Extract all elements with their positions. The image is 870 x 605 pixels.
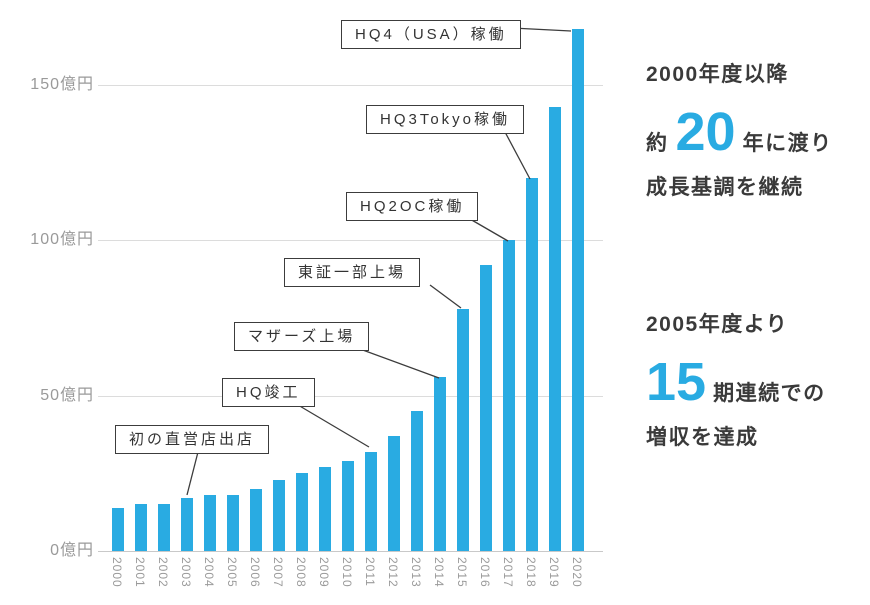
bar-2010 <box>342 460 354 551</box>
big-number-15: 15 <box>646 352 707 412</box>
bar-2000 <box>112 507 124 551</box>
big-line-suffix: 期連続での <box>713 382 826 405</box>
bar-2007 <box>273 479 285 551</box>
summary-block-growth: 2000年度以降 約 20 年に渡り 成長基調を継続 <box>646 62 833 201</box>
gridline-100 <box>98 240 603 242</box>
summary-line: 2005年度より <box>646 313 789 336</box>
summary-block-revenue: 2005年度より 15 期連続での 増収を達成 <box>646 312 826 451</box>
gridline-0 <box>98 551 603 552</box>
big-number-20: 20 <box>675 102 736 162</box>
x-axis-label-2012: 2012 <box>386 557 400 588</box>
x-axis-label-2002: 2002 <box>156 557 170 588</box>
x-axis-label-2008: 2008 <box>294 557 308 588</box>
x-axis-label-2009: 2009 <box>317 557 331 588</box>
x-axis-label-2017: 2017 <box>501 557 515 588</box>
y-axis-tick-0: 0億円 <box>50 542 94 559</box>
x-axis-label-2010: 2010 <box>340 557 354 588</box>
summary-big-line: 約 20 年に渡り <box>646 103 833 161</box>
bar-2011 <box>365 451 377 551</box>
callout-first-store: 初の直営店出店 <box>115 425 270 454</box>
x-axis-label-2003: 2003 <box>179 557 193 588</box>
plot-area <box>105 23 597 551</box>
x-axis-label-2007: 2007 <box>271 557 285 588</box>
x-axis-label-2004: 2004 <box>202 557 216 588</box>
summary-line: 増収を達成 <box>646 426 759 449</box>
x-axis-label-2015: 2015 <box>455 557 469 588</box>
summary-big-line: 15 期連続での <box>646 353 826 411</box>
bar-2014 <box>434 377 446 551</box>
callout-hq-completion: HQ竣工 <box>222 378 315 407</box>
gridline-50 <box>98 395 603 397</box>
callout-hq2-oc: HQ2OC稼働 <box>346 192 479 221</box>
big-line-prefix: 約 <box>646 132 669 155</box>
x-axis-label-2011: 2011 <box>363 557 377 587</box>
callout-mothers-listing: マザーズ上場 <box>234 322 370 351</box>
big-line-suffix: 年に渡り <box>742 132 833 155</box>
x-axis-label-2019: 2019 <box>547 557 561 588</box>
summary-line: 2000年度以降 <box>646 63 789 86</box>
bar-2005 <box>227 495 239 551</box>
summary-line: 成長基調を継続 <box>646 176 804 199</box>
bar-2015 <box>457 308 469 551</box>
x-axis-label-2006: 2006 <box>248 557 262 588</box>
bar-2009 <box>319 467 331 551</box>
bar-2003 <box>181 498 193 551</box>
x-axis-label-2005: 2005 <box>225 557 239 588</box>
bar-2019 <box>549 106 561 551</box>
callout-tse-first-section: 東証一部上場 <box>284 258 421 287</box>
bar-2016 <box>480 265 492 551</box>
bar-2001 <box>135 504 147 551</box>
bar-2006 <box>250 488 262 551</box>
revenue-bar-chart: 0億円 50億円 100億円 150億円 2000 2001 2002 2003 2004 20… <box>30 20 603 588</box>
x-axis-label-2001: 2001 <box>133 557 147 588</box>
bar-2018 <box>526 178 538 551</box>
bar-2012 <box>388 436 400 551</box>
y-axis-tick-100: 100億円 <box>30 231 94 249</box>
x-axis-label-2014: 2014 <box>432 557 446 588</box>
y-axis-tick-150: 150億円 <box>30 76 94 94</box>
gridline-150 <box>98 85 603 87</box>
bar-2013 <box>411 411 423 551</box>
x-axis-label-2000: 2000 <box>110 557 124 588</box>
bar-2008 <box>296 473 308 551</box>
bar-2004 <box>204 495 216 551</box>
bar-2017 <box>503 240 515 551</box>
x-axis-label-2013: 2013 <box>409 557 423 588</box>
x-axis-label-2020: 2020 <box>570 557 584 588</box>
x-axis-label-2016: 2016 <box>478 557 492 588</box>
callout-hq4-usa: HQ4（USA）稼働 <box>341 20 521 49</box>
bar-2020 <box>572 29 584 551</box>
y-axis-tick-50: 50億円 <box>40 386 94 404</box>
callout-hq3-tokyo: HQ3Tokyo稼働 <box>366 105 525 134</box>
x-axis-label-2018: 2018 <box>524 557 538 588</box>
bar-2002 <box>158 504 170 551</box>
